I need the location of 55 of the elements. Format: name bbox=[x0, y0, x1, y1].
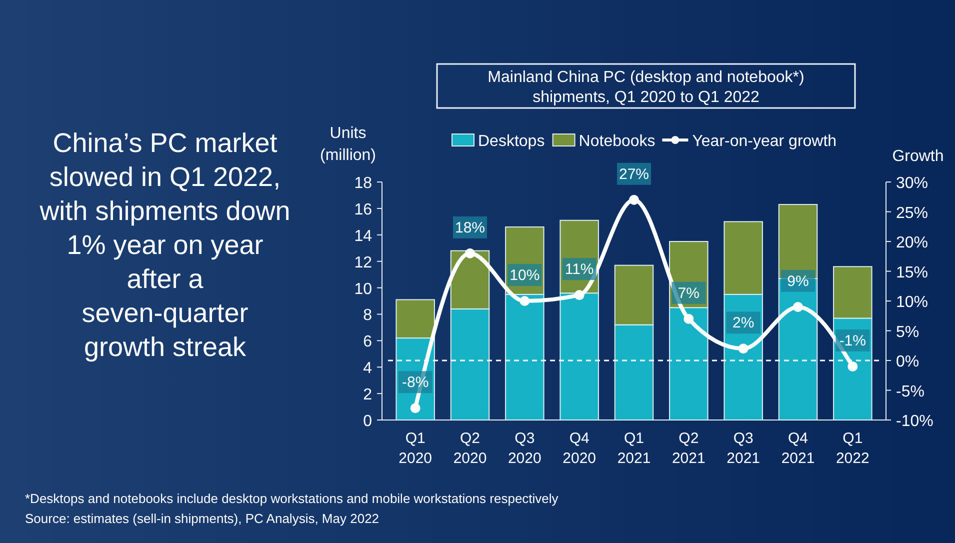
point bbox=[465, 248, 475, 258]
y2-tick-label: -10% bbox=[896, 413, 934, 430]
y2-tick-label: 15% bbox=[896, 264, 928, 282]
x-tick-label: Q1 2021 bbox=[617, 430, 651, 467]
y-tick-label: 2 bbox=[363, 386, 372, 404]
y-tick-label: 18 bbox=[354, 175, 372, 192]
point bbox=[793, 302, 803, 312]
point bbox=[684, 314, 694, 324]
data-label: -8% bbox=[402, 374, 429, 392]
data-label: 10% bbox=[510, 267, 540, 284]
point bbox=[629, 194, 639, 205]
data-label: 18% bbox=[454, 219, 486, 236]
chart-title: Mainland China PC (desktop and notebook*) shipments, Q1 2020 to Q1 2022 bbox=[488, 69, 804, 106]
y-tick-label: 4 bbox=[363, 360, 372, 378]
y-tick-label: 12 bbox=[354, 254, 372, 272]
y-tick-label: 16 bbox=[354, 201, 372, 218]
x-tick-label: Q3 2020 bbox=[508, 430, 542, 467]
x-tick-label: Q4 2020 bbox=[562, 430, 596, 467]
y2-tick-label: 30% bbox=[896, 175, 928, 192]
y2-tick-label: 10% bbox=[896, 294, 928, 311]
y2-tick-label: -5% bbox=[896, 383, 924, 400]
point bbox=[738, 344, 748, 354]
x-tick-label: Q3 2021 bbox=[726, 430, 760, 467]
y2-tick-label: 25% bbox=[896, 204, 928, 222]
y-tick-label: 8 bbox=[363, 307, 372, 324]
y2-tick-label: 5% bbox=[896, 324, 920, 341]
x-tick-label: Q2 2021 bbox=[672, 430, 706, 467]
data-label: 27% bbox=[618, 166, 650, 183]
source-note: Source: estimates (sell-in shipments), PC Analysis, May 2022 bbox=[25, 511, 380, 526]
y2-tick-label: 20% bbox=[896, 234, 928, 252]
x-tick-label: Q1 2022 bbox=[836, 430, 870, 467]
text: China’s PC market slowed in Q1 2022, with shipments down 1% year on year after a seven-quarter growth streak bbox=[38, 128, 290, 362]
data-label: 2% bbox=[732, 314, 754, 332]
data-label: -1% bbox=[839, 332, 866, 350]
legend-label: Year-on-year growth bbox=[692, 133, 837, 150]
y-axis-title: Units (million) bbox=[320, 125, 376, 164]
point bbox=[410, 403, 420, 414]
y-tick-label: 10 bbox=[354, 280, 372, 298]
y2-tick-label: 0% bbox=[896, 354, 920, 370]
y-tick-label: 0 bbox=[363, 413, 372, 430]
x-tick-label: Q2 2020 bbox=[453, 430, 487, 467]
y-tick-label: 6 bbox=[363, 334, 372, 351]
point bbox=[574, 290, 584, 300]
point bbox=[848, 361, 858, 372]
legend-label: Notebooks bbox=[578, 133, 656, 150]
x-tick-label: Q4 2021 bbox=[781, 430, 815, 467]
data-label: 11% bbox=[564, 261, 594, 278]
point bbox=[520, 296, 530, 306]
legend-label: Desktops bbox=[478, 133, 545, 150]
data-label: 9% bbox=[787, 272, 809, 290]
x-tick-label: Q1 2020 bbox=[398, 430, 432, 467]
y2-axis-title: Growth bbox=[892, 148, 944, 165]
y-tick-label: 14 bbox=[354, 228, 372, 245]
text: *Desktops and notebooks include desktop workstations and mobile workstations respectively bbox=[25, 491, 559, 506]
data-label: 7% bbox=[678, 284, 700, 302]
